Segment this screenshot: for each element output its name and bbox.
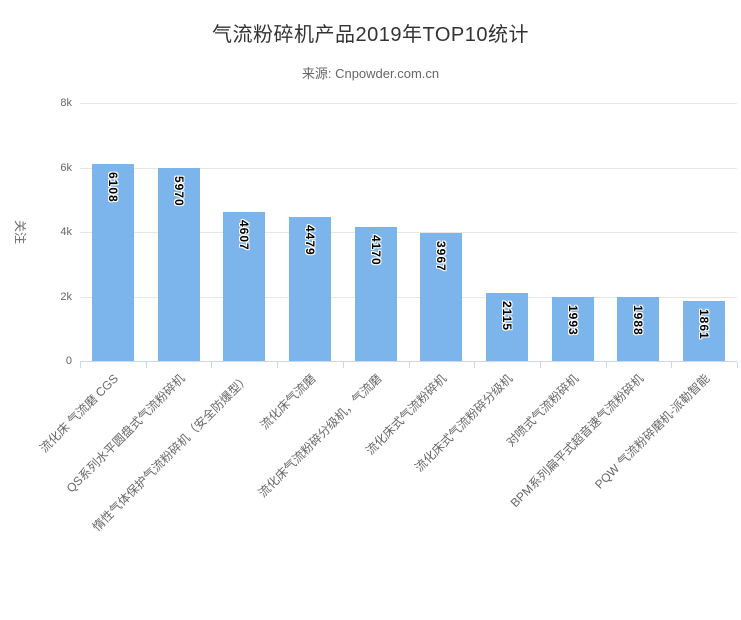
bar-value-label: 1988 (631, 305, 645, 336)
x-axis-tick (211, 362, 212, 368)
x-axis-tick (474, 362, 475, 368)
x-axis-tick (409, 362, 410, 368)
bar-value-label: 4607 (237, 220, 251, 251)
x-category-label: BPM系列扁平式超音速气流粉碎机 (507, 371, 647, 511)
bar-value-label: 1861 (697, 309, 711, 340)
x-axis-tick (146, 362, 147, 368)
bar[interactable]: 4607 (223, 212, 265, 361)
gridline (80, 103, 737, 104)
x-axis-tick (671, 362, 672, 368)
y-tick-label: 0 (65, 355, 72, 367)
gridline (80, 168, 737, 169)
bar[interactable]: 2115 (486, 293, 528, 361)
bar[interactable]: 6108 (92, 164, 134, 361)
x-axis-line (80, 361, 737, 362)
bar-value-label: 5970 (172, 176, 186, 207)
y-tick-label: 8k (60, 97, 72, 109)
y-axis-title: 关注 (13, 219, 27, 244)
bar[interactable]: 3967 (420, 233, 462, 361)
x-category-label: 流化床气流磨 (257, 371, 319, 433)
chart-subtitle: 来源: Cnpowder.com.cn (301, 66, 440, 81)
x-axis-tick (343, 362, 344, 368)
bar-value-label: 3967 (434, 241, 448, 272)
bar-value-label: 2115 (500, 301, 514, 332)
x-category-label: PQW 气流粉碎磨机-派勒智能 (592, 371, 713, 492)
x-axis-tick (277, 362, 278, 368)
x-axis-tick (737, 362, 738, 368)
gridline (80, 297, 737, 298)
bar[interactable]: 4170 (355, 227, 397, 361)
x-axis-tick (606, 362, 607, 368)
bar[interactable]: 4479 (289, 217, 331, 361)
gridline (80, 232, 737, 233)
y-tick-label: 6k (60, 162, 72, 174)
y-tick-label: 2k (60, 291, 72, 303)
bar-value-label: 4170 (369, 235, 383, 266)
y-tick-label: 4k (60, 226, 72, 238)
bar[interactable]: 1988 (617, 297, 659, 361)
x-category-label: QS系列水平圆盘式气流粉碎机 (63, 371, 188, 496)
chart-title: 气流粉碎机产品2019年TOP10统计 (212, 24, 529, 46)
bar-value-label: 4479 (303, 225, 317, 256)
bar-value-label: 1993 (566, 305, 580, 336)
x-category-label: 流化床气流粉碎分级机，气流磨 (255, 371, 385, 501)
bar[interactable]: 5970 (158, 168, 200, 361)
bar-value-label: 6108 (106, 172, 120, 203)
x-axis-tick (80, 362, 81, 368)
x-axis-tick (540, 362, 541, 368)
bar[interactable]: 1993 (552, 297, 594, 361)
bar[interactable]: 1861 (683, 301, 725, 361)
